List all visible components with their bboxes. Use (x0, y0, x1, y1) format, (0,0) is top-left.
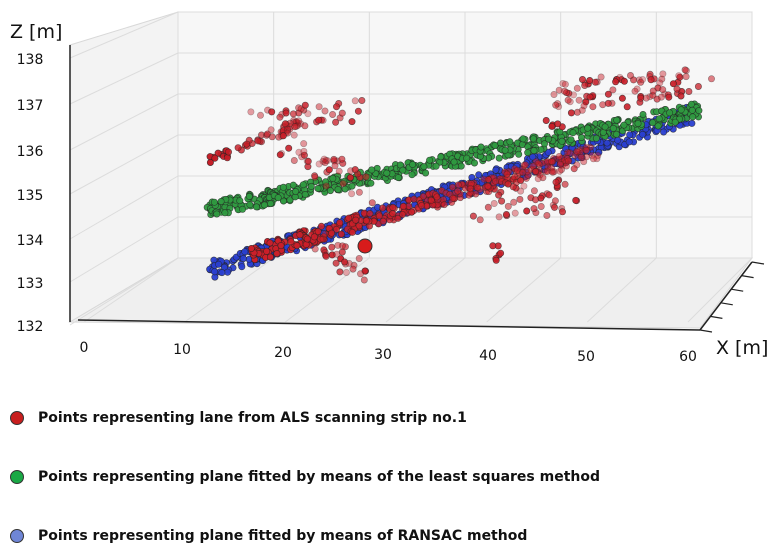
z-tick-labels: 132 133 134 135 136 137 138 (17, 52, 44, 335)
y-axis-ticks (699, 261, 765, 333)
x-tick-labels: 0 10 20 30 40 50 60 (80, 340, 697, 365)
x-tick-label: 0 (80, 340, 89, 356)
point-clouds (203, 66, 715, 284)
z-tick-label: 136 (17, 144, 44, 160)
x-tick-label: 50 (577, 349, 595, 365)
legend-label: Points representing plane fitted by mean… (38, 528, 528, 544)
legend-item-least-squares: Points representing plane fitted by mean… (10, 465, 600, 489)
x-tick-label: 20 (274, 345, 292, 361)
z-axis-label: Z [m] (10, 21, 62, 43)
z-tick-label: 138 (17, 52, 44, 68)
3d-scatter-plot: 0 10 20 30 40 50 60 132 133 134 135 136 137 138 Z [m… (10, 11, 768, 365)
x-tick-label: 10 (173, 342, 191, 358)
legend-label: Points representing plane fitted by mean… (38, 469, 601, 485)
legend-label: Points representing lane from ALS scanni… (38, 410, 467, 426)
x-tick-label: 30 (374, 347, 392, 363)
z-tick-label: 135 (17, 188, 44, 204)
z-tick-label: 137 (17, 98, 44, 114)
z-tick-label: 133 (17, 276, 44, 292)
z-tick-label: 132 (17, 319, 44, 335)
x-axis-line (77, 319, 701, 331)
x-tick-label: 40 (479, 348, 497, 364)
z-tick-label: 134 (17, 233, 44, 249)
green-circle-icon (10, 470, 24, 484)
x-tick-label: 60 (679, 349, 697, 365)
legend-item-als: Points representing lane from ALS scanni… (10, 406, 467, 430)
legend-item-ransac: Points representing plane fitted by mean… (10, 524, 527, 548)
als-lane-points (206, 66, 715, 284)
y-axis-line (699, 261, 753, 331)
highlight-point (357, 238, 373, 254)
x-axis-label: X [m] (716, 337, 768, 359)
red-circle-icon (10, 411, 24, 425)
blue-circle-icon (10, 529, 24, 543)
